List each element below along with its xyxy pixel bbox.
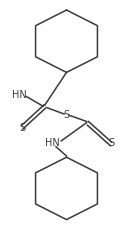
Text: HN: HN (12, 90, 26, 100)
Text: HN: HN (45, 138, 60, 148)
Text: S: S (63, 110, 70, 120)
Text: S: S (19, 123, 26, 133)
Text: S: S (108, 138, 114, 148)
